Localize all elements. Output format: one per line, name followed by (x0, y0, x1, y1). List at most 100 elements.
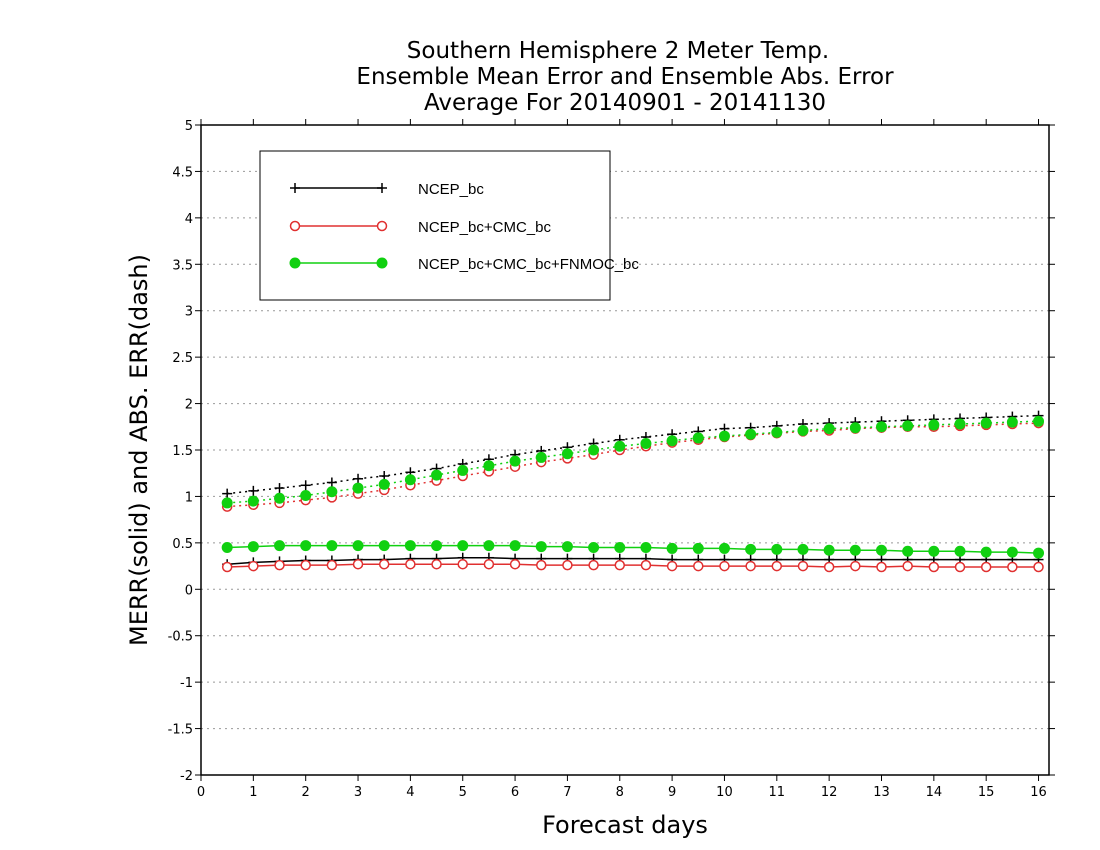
data-point (248, 560, 259, 572)
y-tick-label: 0 (185, 583, 193, 598)
data-point (719, 560, 730, 572)
data-point (1033, 415, 1045, 427)
data-point (954, 418, 966, 430)
data-point (483, 540, 495, 552)
data-point (561, 448, 573, 460)
data-point (718, 542, 730, 554)
data-point (431, 469, 443, 481)
data-point (483, 558, 495, 570)
data-point (666, 435, 678, 447)
series-line (227, 422, 1039, 508)
x-tick-label: 1 (249, 785, 257, 800)
data-point (378, 540, 390, 552)
series-1-merr (221, 558, 1044, 573)
y-tick-label: 1.5 (172, 444, 193, 459)
data-point (745, 428, 757, 440)
legend-label: NCEP_bc+CMC_bc (418, 219, 551, 236)
y-tick-label: -1 (180, 676, 193, 691)
data-point (404, 474, 416, 486)
data-point (614, 542, 626, 553)
x-tick-label: 16 (1030, 785, 1047, 800)
series-line (227, 563, 1039, 568)
data-point (954, 545, 966, 557)
x-tick-label: 3 (354, 785, 362, 800)
data-point (666, 560, 678, 572)
y-tick-label: 3.5 (172, 258, 193, 273)
x-tick-label: 6 (511, 785, 519, 800)
data-point (405, 558, 416, 570)
y-tick-label: -1.5 (168, 723, 193, 738)
data-point (326, 486, 338, 498)
data-point (797, 560, 809, 572)
series-2-merr (221, 540, 1045, 559)
data-point (823, 561, 835, 573)
x-tick-label: 9 (668, 785, 676, 800)
y-tick-label: 4.5 (172, 165, 193, 180)
data-point (326, 540, 338, 552)
x-tick-label: 15 (978, 785, 995, 800)
x-axis: 0 1 2 3 4 5 6 7 8 9 10 11 12 13 14 15 16 (197, 119, 1047, 800)
data-point (404, 540, 416, 552)
data-point (509, 540, 521, 552)
y-tick-label: -2 (180, 769, 193, 784)
data-point (588, 559, 599, 571)
data-point (535, 451, 547, 463)
series-0-abs_err (222, 410, 1044, 499)
data-point (614, 559, 626, 571)
title-line-1: Southern Hemisphere 2 Meter Temp. (407, 38, 829, 64)
data-point (928, 545, 940, 557)
data-point (378, 558, 390, 570)
x-tick-label: 8 (616, 785, 624, 800)
data-point (928, 561, 940, 573)
data-point (849, 422, 861, 434)
data-point (588, 542, 600, 553)
data-point (378, 478, 390, 490)
legend-marker (376, 220, 388, 232)
data-point (745, 543, 757, 555)
series-line (227, 556, 1039, 565)
legend-marker (376, 257, 388, 269)
legend: NCEP_bc NCEP_bc+CMC_bc NCEP_bc+CMC_bc+FNMO… (259, 150, 639, 301)
data-point (771, 543, 783, 555)
y-axis-label: MERR(solid) and ABS. ERR(dash) (125, 254, 153, 646)
data-point (274, 559, 285, 571)
data-point (797, 425, 809, 436)
data-point (928, 419, 940, 431)
legend-label: NCEP_bc+CMC_bc+FNMOC_bc (418, 256, 639, 273)
data-point (509, 455, 521, 467)
data-point (614, 440, 626, 452)
series-line (227, 414, 1039, 495)
data-point (771, 560, 783, 572)
data-point (535, 541, 547, 553)
y-axis: -2 -1.5 -1 -0.5 0 0.5 1 1.5 2 2.5 3 3.5 4 4.5 5 (168, 119, 1055, 784)
x-tick-label: 11 (769, 785, 786, 800)
legend-item-2: NCEP_bc+CMC_bc+FNMOC_bc (289, 256, 639, 273)
data-point (274, 540, 286, 552)
legend-marker (290, 183, 300, 193)
chart-title: Southern Hemisphere 2 Meter Temp. Ensemb… (356, 38, 894, 116)
data-point (352, 482, 364, 494)
data-point (797, 543, 809, 555)
data-point (954, 561, 966, 573)
data-point (850, 560, 861, 572)
data-point (431, 558, 442, 570)
data-point (483, 460, 495, 472)
data-point (326, 477, 337, 488)
data-point (248, 485, 259, 496)
series-2-abs_err (221, 415, 1045, 509)
data-point (640, 438, 652, 449)
x-tick-label: 10 (716, 785, 733, 800)
data-point (823, 423, 835, 435)
data-point (221, 561, 233, 573)
x-tick-label: 12 (821, 785, 838, 800)
x-tick-label: 13 (873, 785, 890, 800)
data-point (902, 560, 913, 572)
data-point (902, 545, 914, 557)
title-line-2: Ensemble Mean Error and Ensemble Abs. Er… (356, 64, 894, 90)
data-point (352, 558, 364, 570)
data-point (771, 426, 783, 438)
y-tick-label: 3 (185, 305, 193, 320)
data-point (876, 561, 887, 573)
data-point (431, 540, 443, 552)
